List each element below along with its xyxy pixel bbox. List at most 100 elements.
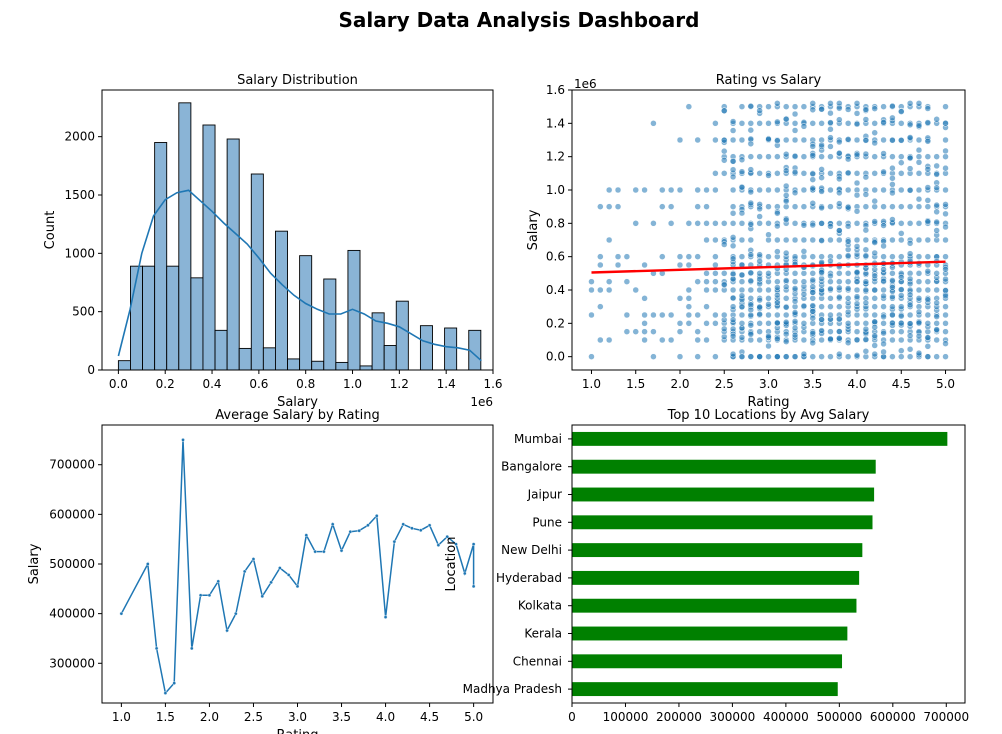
scatter-point	[942, 136, 949, 144]
scatter-point	[844, 120, 852, 127]
scatter-point	[844, 238, 852, 245]
location-label: Jaipur	[527, 488, 562, 502]
scatter-point	[791, 127, 799, 134]
scatter-point	[800, 350, 808, 358]
scatter-point	[756, 275, 763, 283]
scatter-point	[862, 236, 870, 244]
scatter-point	[605, 336, 613, 344]
scatter-point	[898, 120, 905, 127]
scatter-point	[597, 203, 604, 210]
histogram-bar	[166, 265, 180, 371]
location-label: Hyderabad	[496, 571, 562, 585]
scatter-point	[667, 336, 675, 344]
scatter-point	[765, 342, 772, 350]
scatter-point	[933, 286, 940, 294]
x-tick-label: 600000	[870, 710, 916, 724]
scatter-point	[827, 311, 834, 319]
scatter-point	[765, 311, 772, 319]
scatter-point	[898, 292, 905, 299]
scatter-point	[729, 325, 737, 333]
scatter-point	[889, 153, 896, 160]
scatter-point	[915, 186, 923, 194]
series-marker	[418, 528, 423, 533]
scatter-point	[800, 302, 808, 310]
scatter-point	[915, 349, 923, 357]
scatter-point	[756, 220, 763, 227]
scatter-point	[844, 136, 852, 143]
scatter-point	[597, 253, 604, 260]
scatter-point	[836, 293, 843, 301]
scatter-point	[667, 220, 675, 227]
scatter-point	[747, 301, 755, 309]
scatter-point	[747, 277, 755, 285]
x-tick-label: 300000	[710, 710, 756, 724]
scatter-point	[836, 175, 843, 183]
scatter-point	[924, 278, 932, 285]
scatter-point	[942, 186, 949, 194]
scatter-point	[827, 203, 834, 210]
scatter-point	[889, 216, 896, 223]
chart-title: Top 10 Locations by Avg Salary	[667, 408, 870, 423]
scatter-point	[853, 179, 861, 187]
scatter-point	[729, 127, 737, 134]
y-tick-label: 600000	[49, 507, 95, 521]
y-tick-label: 1.0	[546, 183, 565, 197]
scatter-point	[924, 184, 932, 191]
scatter-point	[844, 155, 852, 163]
scatter-point	[597, 303, 604, 310]
location-label: Kolkata	[518, 599, 562, 613]
scatter-point	[862, 173, 870, 181]
scatter-point	[650, 311, 657, 319]
scatter-point	[809, 170, 817, 178]
scatter-point	[809, 339, 817, 347]
scatter-point	[747, 221, 755, 228]
scatter-point	[827, 186, 834, 194]
regression-line	[591, 260, 946, 274]
histogram-bar	[154, 142, 168, 371]
scatter-point	[800, 136, 808, 144]
scatter-point	[853, 311, 861, 319]
scatter-point	[862, 252, 870, 259]
scatter-point	[836, 270, 843, 277]
scatter-point	[712, 136, 719, 144]
scatter-point	[747, 135, 755, 143]
scatter-point	[818, 120, 825, 127]
scatter-point	[667, 203, 675, 210]
scatter-point	[844, 186, 852, 194]
scatter-point	[676, 261, 684, 269]
scatter-point	[782, 318, 790, 326]
scatter-point	[827, 272, 834, 280]
scatter-point	[889, 236, 896, 244]
scatter-point	[836, 253, 843, 260]
scatter-point	[942, 164, 949, 172]
scatter-point	[694, 136, 701, 144]
scatter-point	[765, 203, 772, 210]
series-marker	[383, 615, 388, 619]
scatter-point	[862, 116, 870, 123]
scatter-point	[880, 119, 887, 126]
scatter-point	[800, 270, 808, 277]
scatter-point	[871, 323, 878, 331]
scatter-point	[818, 316, 825, 323]
scatter-point	[915, 278, 923, 285]
scatter-point	[809, 184, 817, 192]
scatter-point	[836, 200, 843, 207]
scatter-point	[836, 284, 843, 292]
y-tick-label: 1.4	[546, 116, 565, 130]
scatter-point	[898, 353, 905, 360]
scatter-point	[880, 313, 887, 321]
scatter-point	[809, 106, 817, 114]
series-marker	[154, 646, 159, 651]
scatter-point	[729, 332, 737, 340]
scatter-point	[915, 270, 923, 277]
scatter-point	[827, 353, 834, 360]
scatter-point	[844, 169, 852, 177]
scatter-point	[774, 248, 781, 255]
scatter-point	[853, 293, 861, 300]
scatter-point	[800, 278, 808, 285]
scatter-point	[809, 302, 817, 309]
scatter-point	[614, 186, 622, 194]
scatter-point	[862, 311, 870, 319]
scatter-point	[800, 248, 808, 255]
scatter-point	[871, 239, 878, 246]
